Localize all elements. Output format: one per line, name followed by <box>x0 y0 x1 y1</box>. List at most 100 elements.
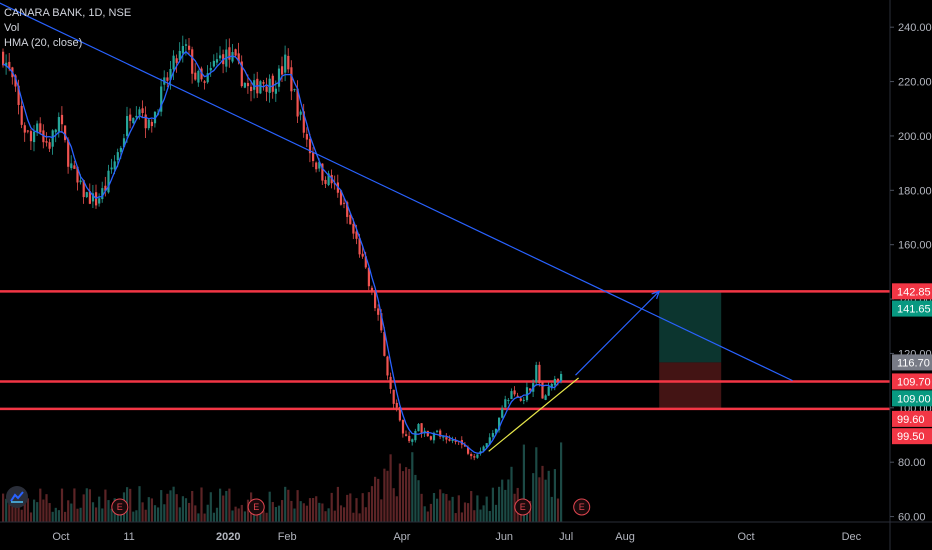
candle-body <box>550 383 553 388</box>
candle-body <box>262 82 265 84</box>
x-tick-label: Feb <box>278 531 297 543</box>
volume-bar <box>57 510 60 522</box>
candle-body <box>191 49 194 74</box>
y-tick-label: 200.00 <box>898 131 932 143</box>
volume-bar <box>51 511 54 522</box>
price-tag-label: 141.65 <box>897 304 931 316</box>
candle-body <box>33 131 36 143</box>
candle-body <box>110 167 113 170</box>
volume-bar <box>339 505 343 522</box>
volume-bar <box>405 467 408 522</box>
candle-body <box>346 202 349 217</box>
candle-body <box>126 116 129 136</box>
candle-body <box>135 115 138 118</box>
candle-body <box>91 193 95 202</box>
candle-body <box>20 105 23 125</box>
position-profit-zone <box>659 291 722 363</box>
candle-body <box>215 59 219 63</box>
volume-bar <box>377 478 380 522</box>
candle-body <box>463 444 467 447</box>
volume-bar <box>312 498 315 522</box>
candle-body <box>482 446 485 451</box>
candle-body <box>23 125 26 133</box>
volume-bar <box>95 507 98 522</box>
candle-body <box>553 378 556 386</box>
x-tick-label: Aug <box>615 531 635 543</box>
volume-bar <box>166 493 169 522</box>
candle-body <box>274 88 277 94</box>
price-tag-bg <box>892 300 932 317</box>
volume-bar <box>346 494 349 522</box>
candle-body <box>64 125 67 141</box>
volume-bar <box>442 493 445 522</box>
candle-body <box>194 72 197 80</box>
candle-body <box>281 66 284 75</box>
candle-body <box>445 437 448 440</box>
candle-body <box>355 231 358 239</box>
volume-bar <box>439 489 442 522</box>
price-axis[interactable]: 60.0080.00100.00120.00140.00160.00180.00… <box>889 0 932 550</box>
time-axis[interactable]: Oct 11 2020 Feb Apr Jun Jul Aug Oct Dec <box>0 521 932 543</box>
volume-bar <box>485 496 488 522</box>
volume-bar <box>293 508 296 522</box>
candle-body <box>197 70 200 83</box>
candle-body <box>352 223 355 234</box>
candle-body <box>494 428 498 434</box>
drawn-trendlines[interactable] <box>0 0 793 452</box>
tradingview-logo-icon[interactable] <box>6 486 28 508</box>
candle-body <box>172 55 175 70</box>
volume-bar <box>172 486 175 522</box>
candle-body <box>429 436 432 440</box>
volume-bar <box>457 495 460 522</box>
indicator-vol[interactable]: Vol <box>4 22 20 34</box>
candle-body <box>79 180 82 183</box>
candle-body <box>556 378 560 381</box>
horizontal-levels[interactable] <box>0 290 890 411</box>
price-tags: 142.85 141.65 116.70 109.70 109.00 99.60 99.50 <box>892 283 932 445</box>
candle-body <box>150 121 153 127</box>
candle-body <box>5 62 8 67</box>
candle-body <box>436 430 439 432</box>
volume-bar <box>11 500 14 522</box>
volume-bar <box>355 498 358 522</box>
candle-body <box>2 51 5 66</box>
candle-body <box>507 400 510 402</box>
volume-bar <box>491 487 494 522</box>
candle-body <box>389 376 392 389</box>
candle-body <box>122 138 126 147</box>
candle-body <box>212 60 215 67</box>
long-position-box[interactable] <box>659 291 722 409</box>
volume-bar <box>420 493 423 522</box>
candle-body <box>408 435 411 442</box>
volume-bar <box>29 512 33 522</box>
x-tick-label: Oct <box>737 531 754 543</box>
volume-bar <box>448 500 451 522</box>
volume-bar <box>281 500 284 522</box>
volume-bar <box>237 508 240 522</box>
volume-bar <box>85 488 88 522</box>
rising-support-line <box>488 377 579 452</box>
volume-bar <box>23 498 26 522</box>
volume-bar <box>333 510 336 522</box>
indicator-hma[interactable]: HMA (20, close) <box>4 37 83 49</box>
volume-bar <box>42 499 45 522</box>
volume-bar <box>150 498 153 522</box>
volume-bar <box>240 504 243 522</box>
volume-bar <box>547 470 550 522</box>
candle-body <box>367 267 370 287</box>
candle-body <box>377 308 380 315</box>
candle-body <box>144 114 147 129</box>
y-tick-label: 60.00 <box>898 512 926 524</box>
candle-body <box>358 238 361 255</box>
volume-bar <box>398 463 401 522</box>
volume-bar <box>33 499 36 522</box>
projection-arrow-head <box>651 290 661 300</box>
hma-line <box>2 50 562 454</box>
volume-bar <box>268 491 271 522</box>
symbol-title[interactable]: CANARA BANK, 1D, NSE <box>4 7 132 19</box>
volume-bar <box>153 505 157 522</box>
candle-body <box>141 108 144 114</box>
volume-bar <box>308 498 312 522</box>
